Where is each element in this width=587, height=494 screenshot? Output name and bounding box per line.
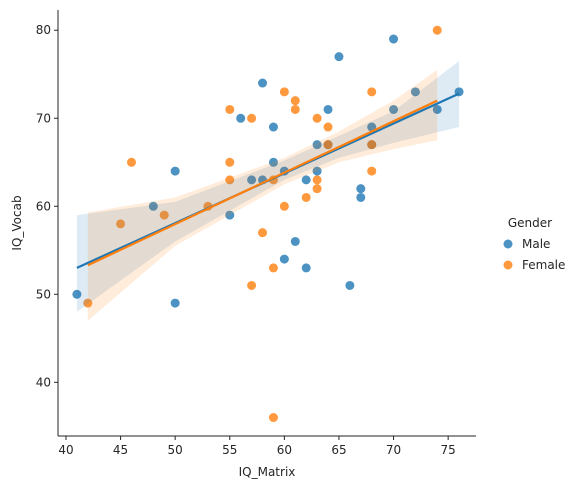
point (236, 113, 246, 123)
legend-label: Female (522, 258, 565, 272)
point (356, 184, 366, 194)
point (367, 166, 377, 176)
point (290, 96, 300, 106)
point (247, 113, 257, 123)
point (312, 175, 322, 185)
y-tick-label: 40 (36, 375, 51, 389)
point (83, 298, 93, 308)
point (367, 87, 377, 97)
point (258, 78, 268, 88)
point (389, 34, 399, 44)
point (279, 254, 289, 264)
point (312, 184, 322, 194)
confidence-band (76, 61, 460, 312)
point (116, 219, 126, 229)
x-tick-label: 60 (277, 443, 292, 457)
y-axis-label: IQ_Vocab (10, 195, 24, 250)
legend-marker (503, 239, 513, 249)
point (170, 298, 180, 308)
point (258, 228, 268, 238)
point (268, 413, 278, 423)
x-tick-label: 70 (386, 443, 401, 457)
point (268, 157, 278, 167)
point (334, 52, 344, 62)
legend-title: Gender (508, 216, 552, 230)
point (432, 104, 442, 114)
point (312, 166, 322, 176)
y-tick-label: 70 (36, 111, 51, 125)
point (410, 87, 420, 97)
point (312, 113, 322, 123)
x-axis-label: IQ_Matrix (239, 465, 296, 479)
x-tick-label: 55 (222, 443, 237, 457)
x-tick-label: 75 (441, 443, 456, 457)
point (225, 210, 235, 220)
y-tick-label: 80 (36, 23, 51, 37)
regression-line (87, 99, 438, 267)
point (268, 263, 278, 273)
point (72, 289, 82, 299)
confidence-band (87, 69, 438, 321)
x-tick-label: 40 (58, 443, 73, 457)
x-tick-label: 65 (331, 443, 346, 457)
point (247, 175, 257, 185)
point (225, 157, 235, 167)
point (367, 140, 377, 150)
point (290, 236, 300, 246)
point (301, 175, 311, 185)
y-tick-label: 60 (36, 199, 51, 213)
point (301, 263, 311, 273)
point (432, 25, 442, 35)
point (159, 210, 169, 220)
x-tick-label: 50 (168, 443, 183, 457)
point (290, 104, 300, 114)
y-tick-label: 50 (36, 287, 51, 301)
point (323, 104, 333, 114)
point (356, 192, 366, 202)
point (301, 192, 311, 202)
point (225, 104, 235, 114)
point (170, 166, 180, 176)
point (225, 175, 235, 185)
legend-label: Male (522, 237, 550, 251)
point (345, 280, 355, 290)
point (148, 201, 158, 211)
point (279, 87, 289, 97)
point (323, 122, 333, 132)
x-tick-label: 45 (113, 443, 128, 457)
point (312, 140, 322, 150)
point (323, 140, 333, 150)
legend-marker (503, 260, 513, 270)
point (247, 280, 257, 290)
point (279, 201, 289, 211)
point (268, 122, 278, 132)
point (126, 157, 136, 167)
point (389, 104, 399, 114)
